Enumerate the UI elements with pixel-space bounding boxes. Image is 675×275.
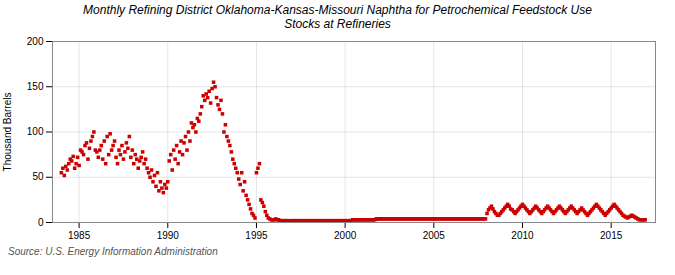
svg-text:50: 50	[32, 171, 44, 182]
html-text:Source: U.S. Energy Informatio: Source: U.S. Energy Information Administ…	[8, 246, 218, 257]
svg-text:1990: 1990	[157, 230, 180, 241]
svg-text:2000: 2000	[334, 230, 357, 241]
svg-text:150: 150	[27, 81, 44, 92]
svg-text:Thousand Barrels: Thousand Barrels	[2, 93, 13, 172]
svg-text:100: 100	[27, 126, 44, 137]
html-text:Monthly Refining District Okla: Monthly Refining District Oklahoma-Kansa…	[83, 3, 592, 31]
svg-text:2010: 2010	[511, 230, 534, 241]
svg-text:200: 200	[27, 36, 44, 47]
svg-text:1985: 1985	[68, 230, 91, 241]
svg-text:1995: 1995	[245, 230, 268, 241]
svg-text:0: 0	[38, 217, 44, 228]
svg-text:2005: 2005	[423, 230, 446, 241]
svg-text:2015: 2015	[600, 230, 623, 241]
